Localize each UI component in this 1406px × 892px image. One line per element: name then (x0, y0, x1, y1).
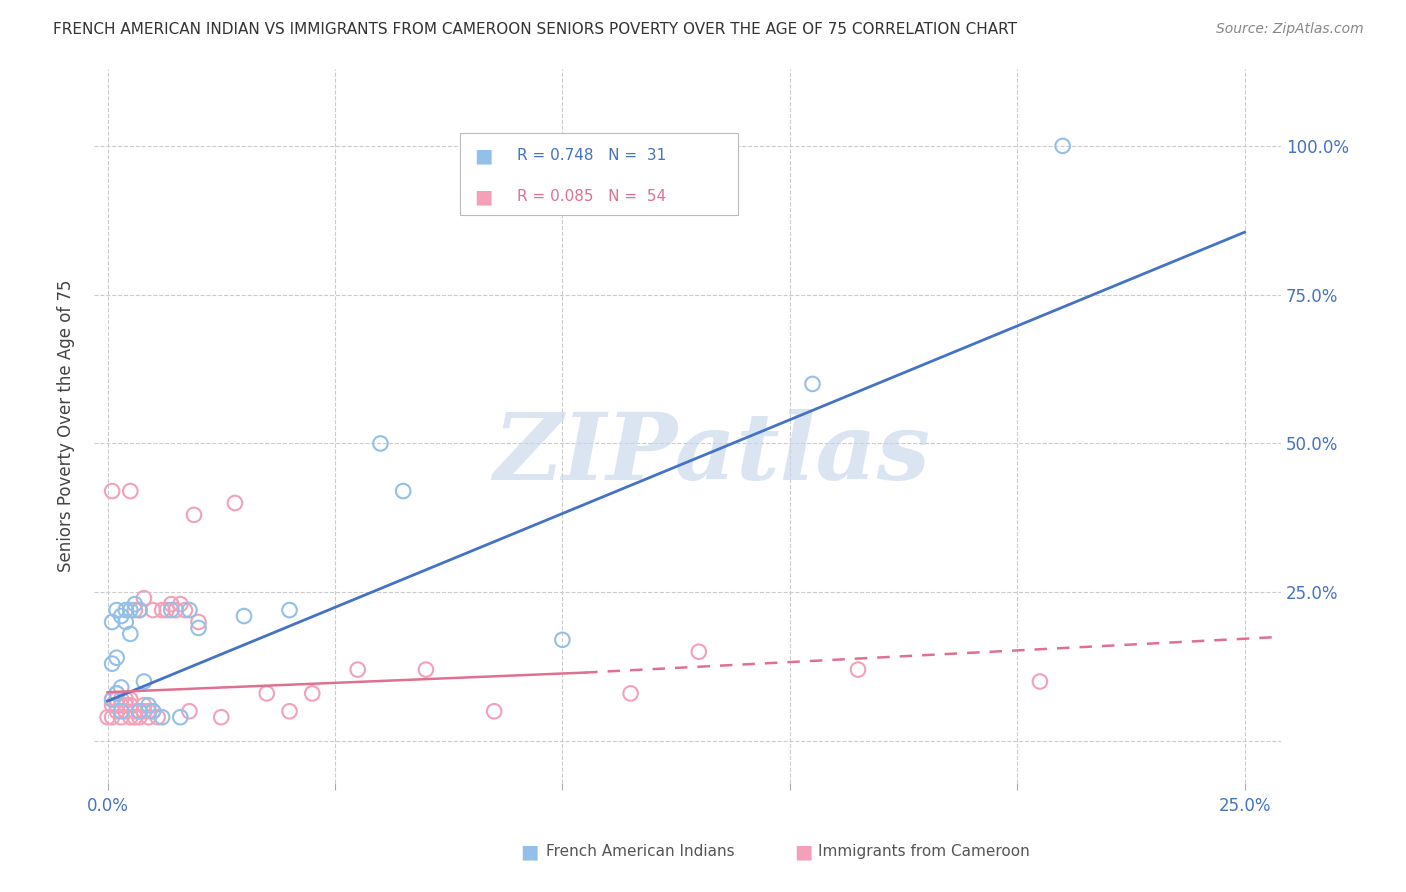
Point (156, 603, 179, 617)
Point (256, 686, 278, 700)
Point (120, 603, 142, 617)
Point (110, 704, 132, 718)
Point (179, 704, 201, 718)
Point (101, 698, 124, 713)
Point (105, 686, 128, 700)
Point (101, 692, 124, 706)
Point (209, 710, 232, 724)
Point (120, 698, 142, 713)
Text: ■: ■ (520, 842, 538, 862)
Point (110, 681, 132, 695)
Text: French American Indians: French American Indians (546, 845, 734, 859)
Point (146, 710, 169, 724)
Point (138, 704, 160, 718)
Point (150, 603, 173, 617)
Point (128, 603, 150, 617)
Point (128, 704, 150, 718)
Point (183, 508, 205, 522)
Point (101, 710, 124, 724)
Text: ZIPatlas: ZIPatlas (492, 409, 929, 500)
Point (278, 704, 301, 718)
Y-axis label: Seniors Poverty Over the Age of 75: Seniors Poverty Over the Age of 75 (58, 279, 75, 572)
Point (142, 704, 165, 718)
Point (101, 484, 124, 499)
Point (120, 484, 142, 499)
Point (120, 692, 142, 706)
Point (101, 657, 124, 671)
Point (165, 603, 187, 617)
Point (392, 484, 415, 499)
Point (114, 692, 136, 706)
Text: ■: ■ (474, 187, 492, 206)
Point (110, 698, 132, 713)
Text: ■: ■ (474, 146, 492, 165)
Point (110, 609, 132, 624)
Point (105, 603, 128, 617)
Text: R = 0.085   N =  54: R = 0.085 N = 54 (516, 189, 665, 204)
Point (105, 698, 128, 713)
Point (301, 686, 323, 700)
Point (150, 710, 173, 724)
Point (114, 704, 136, 718)
Point (128, 710, 150, 724)
Point (132, 704, 155, 718)
Point (124, 597, 146, 611)
Point (179, 603, 201, 617)
Point (132, 591, 155, 606)
Point (110, 692, 132, 706)
Point (142, 603, 165, 617)
Point (551, 632, 574, 647)
Point (169, 710, 191, 724)
Point (105, 704, 128, 718)
Point (224, 496, 246, 510)
Point (120, 627, 142, 641)
Point (132, 698, 155, 713)
Point (1029, 674, 1052, 689)
Point (105, 650, 128, 665)
Text: FRENCH AMERICAN INDIAN VS IMMIGRANTS FROM CAMEROON SENIORS POVERTY OVER THE AGE : FRENCH AMERICAN INDIAN VS IMMIGRANTS FRO… (53, 22, 1018, 37)
Point (124, 704, 146, 718)
Point (688, 645, 710, 659)
Point (620, 686, 643, 700)
Point (138, 710, 160, 724)
Point (124, 603, 146, 617)
Point (138, 698, 160, 713)
Point (114, 603, 136, 617)
Point (120, 710, 142, 724)
Point (142, 704, 165, 718)
Point (415, 663, 437, 677)
Point (160, 597, 183, 611)
Point (846, 663, 869, 677)
Point (233, 609, 256, 624)
FancyBboxPatch shape (460, 133, 738, 215)
Point (169, 597, 191, 611)
Point (187, 621, 209, 635)
Point (1052, 139, 1074, 153)
Point (132, 674, 155, 689)
Point (370, 436, 392, 450)
Point (101, 692, 124, 706)
Point (97, 710, 120, 724)
Point (187, 615, 209, 629)
Point (114, 615, 136, 629)
Point (110, 710, 132, 724)
Point (801, 376, 824, 391)
Point (114, 698, 136, 713)
Point (105, 692, 128, 706)
Text: ■: ■ (794, 842, 813, 862)
Text: Immigrants from Cameroon: Immigrants from Cameroon (818, 845, 1031, 859)
Point (128, 603, 150, 617)
Point (278, 603, 301, 617)
Point (482, 704, 505, 718)
Point (124, 710, 146, 724)
Text: R = 0.748   N =  31: R = 0.748 N = 31 (516, 148, 666, 163)
Point (174, 603, 197, 617)
Text: Source: ZipAtlas.com: Source: ZipAtlas.com (1216, 22, 1364, 37)
Point (105, 686, 128, 700)
Point (160, 603, 183, 617)
Point (346, 663, 368, 677)
Point (128, 704, 150, 718)
Point (101, 615, 124, 629)
